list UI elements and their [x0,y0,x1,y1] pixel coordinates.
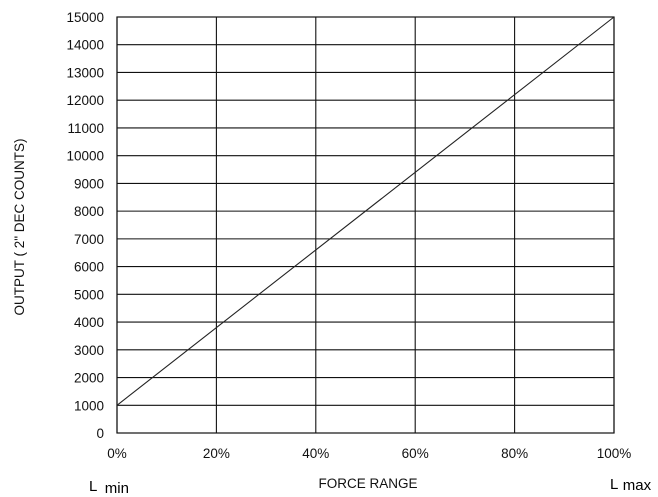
y-tick-label-15: 15000 [66,10,104,25]
y-tick-label-12: 12000 [66,93,104,108]
y-tick-label-8: 8000 [74,204,104,219]
x-tick-label-0: 0% [107,446,127,461]
y-tick-label-2: 2000 [74,371,104,386]
x-tick-label-3: 60% [402,446,429,461]
x-axis-label: FORCE RANGE [318,476,417,491]
grid [116,16,615,434]
y-tick-label-7: 7000 [74,232,104,247]
l-min-label: L min [89,478,129,497]
y-tick-label-1: 1000 [74,398,104,413]
y-tick-labels: 0 1000 2000 3000 4000 5000 6000 7000 8000 9000 100… [66,10,104,441]
y-tick-label-3: 3000 [74,343,104,358]
l-min-base: L [89,478,97,495]
y-tick-label-6: 6000 [74,260,104,275]
x-tick-label-5: 100% [597,446,632,461]
y-tick-label-10: 10000 [66,149,104,164]
x-tick-label-2: 40% [302,446,329,461]
x-tick-label-4: 80% [501,446,528,461]
l-min-subscript: min [105,480,129,497]
series-line-0 [116,16,615,406]
plot-frame [116,16,615,434]
y-tick-label-9: 9000 [74,176,104,191]
l-max-label: L max [610,476,652,494]
l-max-subscript: max [623,477,652,494]
series-layer [116,16,615,406]
y-tick-label-11: 11000 [67,121,104,136]
y-tick-label-4: 4000 [74,315,104,330]
y-tick-label-14: 14000 [66,38,104,53]
y-tick-label-5: 5000 [74,287,104,302]
y-tick-label-0: 0 [96,426,104,441]
x-tick-labels: 0% 20% 40% 60% 80% 100% [107,446,631,461]
y-axis-label: OUTPUT ( 2" DEC COUNTS) [12,138,27,315]
x-tick-label-1: 20% [203,446,230,461]
y-tick-label-13: 13000 [66,65,104,80]
l-max-base: L [610,476,618,493]
